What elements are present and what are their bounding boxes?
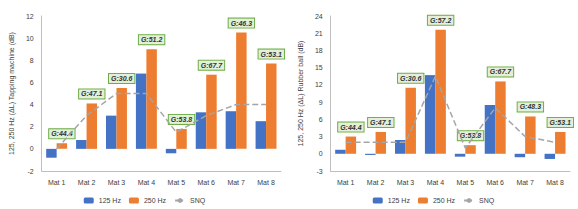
- svg-text:Mat 1: Mat 1: [337, 179, 355, 186]
- svg-text:21: 21: [315, 30, 323, 37]
- svg-text:250 Hz: 250 Hz: [144, 197, 167, 204]
- svg-text:2: 2: [30, 123, 34, 130]
- svg-text:G:47.1: G:47.1: [370, 119, 392, 126]
- svg-text:G:46.3: G:46.3: [231, 20, 253, 27]
- svg-text:Mat 4: Mat 4: [427, 179, 445, 186]
- svg-text:SNQ: SNQ: [190, 197, 206, 205]
- svg-text:G:44.4: G:44.4: [51, 130, 73, 138]
- svg-text:125, 250 Hz (ΔL) Tapping machi: 125, 250 Hz (ΔL) Tapping machine (dB): [8, 32, 16, 155]
- svg-text:125 Hz: 125 Hz: [388, 197, 411, 204]
- svg-text:4: 4: [30, 101, 34, 108]
- svg-text:24: 24: [315, 13, 323, 20]
- svg-text:15: 15: [315, 64, 323, 71]
- svg-text:10: 10: [26, 35, 34, 42]
- svg-text:G:53.8: G:53.8: [171, 116, 193, 123]
- svg-text:G:57.2: G:57.2: [430, 17, 452, 24]
- svg-text:3: 3: [319, 133, 323, 140]
- svg-text:G:48.3: G:48.3: [520, 103, 542, 110]
- svg-text:G:44.4: G:44.4: [340, 124, 362, 131]
- svg-text:Mat 1: Mat 1: [48, 179, 66, 186]
- svg-text:Mat 3: Mat 3: [397, 179, 415, 186]
- svg-text:G:53.8: G:53.8: [460, 132, 482, 139]
- svg-text:Mat 5: Mat 5: [457, 179, 475, 186]
- svg-text:0: 0: [319, 150, 323, 157]
- svg-text:6: 6: [30, 79, 34, 86]
- svg-text:-2: -2: [27, 168, 33, 175]
- svg-text:18: 18: [315, 47, 323, 54]
- svg-text:Mat 2: Mat 2: [367, 179, 385, 186]
- svg-text:G:30.6: G:30.6: [400, 75, 422, 82]
- svg-text:G:53.1: G:53.1: [261, 51, 283, 58]
- svg-text:Mat 8: Mat 8: [546, 179, 564, 186]
- svg-text:Mat 4: Mat 4: [138, 179, 156, 186]
- svg-text:125 Hz: 125 Hz: [99, 197, 122, 204]
- svg-text:G:53.1: G:53.1: [550, 119, 572, 126]
- svg-text:G:30.6: G:30.6: [111, 75, 133, 82]
- svg-text:Mat 8: Mat 8: [257, 179, 275, 186]
- svg-text:G:67.7: G:67.7: [490, 68, 513, 75]
- svg-text:Mat 5: Mat 5: [168, 179, 186, 186]
- svg-text:125, 250 Hz (ΔL) Rubber ball (: 125, 250 Hz (ΔL) Rubber ball (dB): [297, 41, 305, 147]
- svg-text:6: 6: [319, 116, 323, 123]
- svg-text:12: 12: [26, 13, 34, 20]
- svg-text:Mat 3: Mat 3: [108, 179, 126, 186]
- svg-text:SNQ: SNQ: [479, 197, 495, 205]
- svg-text:Mat 6: Mat 6: [486, 179, 504, 186]
- svg-text:G:67.7: G:67.7: [201, 62, 224, 69]
- svg-text:0: 0: [30, 145, 34, 152]
- svg-text:9: 9: [319, 99, 323, 106]
- svg-text:8: 8: [30, 57, 34, 64]
- svg-text:G:47.1: G:47.1: [81, 90, 103, 97]
- svg-text:Mat 7: Mat 7: [516, 179, 534, 186]
- svg-text:-3: -3: [316, 168, 322, 175]
- svg-text:Mat 6: Mat 6: [197, 179, 215, 186]
- svg-text:250 Hz: 250 Hz: [433, 197, 456, 204]
- svg-text:Mat 2: Mat 2: [78, 179, 96, 186]
- svg-text:12: 12: [315, 81, 323, 88]
- svg-text:G:51.2: G:51.2: [141, 36, 163, 43]
- svg-text:Mat 7: Mat 7: [227, 179, 245, 186]
